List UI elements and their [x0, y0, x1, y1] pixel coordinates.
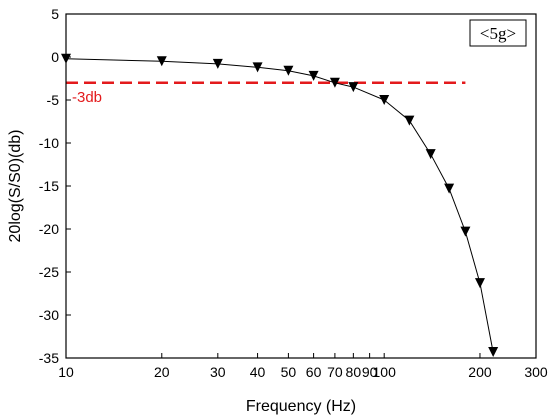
- x-axis-title: Frequency (Hz): [246, 398, 356, 415]
- data-point: [283, 65, 294, 76]
- data-point: [252, 62, 263, 73]
- x-tick-label: 40: [250, 364, 266, 380]
- y-tick-label: 0: [51, 49, 59, 65]
- x-tick-label: 80: [346, 364, 362, 380]
- data-point: [460, 226, 471, 237]
- data-point: [488, 346, 499, 357]
- data-point: [444, 183, 455, 194]
- chart-badge-box: [469, 19, 527, 47]
- x-tick-label: 10: [58, 364, 74, 380]
- y-tick-label: -5: [47, 92, 60, 108]
- data-point: [404, 115, 415, 126]
- y-tick-label: -35: [39, 350, 59, 366]
- data-point: [308, 70, 319, 81]
- x-tick-label: 90: [362, 364, 378, 380]
- y-tick-label: -30: [39, 307, 59, 323]
- x-tick-label: 50: [281, 364, 297, 380]
- y-tick-label: 5: [51, 6, 59, 22]
- data-point: [425, 149, 436, 160]
- chart-badge-text: <5g>: [480, 24, 516, 43]
- x-tick-label: 300: [524, 364, 548, 380]
- data-point: [348, 82, 359, 93]
- y-tick-label: -10: [39, 135, 59, 151]
- data-point: [212, 58, 223, 69]
- y-tick-label: -15: [39, 178, 59, 194]
- y-tick-label: -25: [39, 264, 59, 280]
- series-line: [65, 58, 494, 353]
- x-tick-label: 60: [306, 364, 322, 380]
- x-tick-label: 30: [210, 364, 226, 380]
- data-point: [329, 77, 340, 88]
- x-tick-label: 100: [373, 364, 397, 380]
- reference-line-label: -3db: [72, 89, 102, 106]
- data-point: [379, 95, 390, 105]
- plot-frame: [65, 13, 537, 359]
- chart-badge: <5g>: [469, 19, 527, 47]
- y-tick-label: -20: [39, 221, 59, 237]
- data-point: [156, 56, 167, 67]
- x-tick-label: 70: [327, 364, 343, 380]
- x-tick-label: 20: [154, 364, 170, 380]
- x-tick-label: 200: [468, 364, 492, 380]
- y-axis-title: 20log(S/S0)(db): [7, 130, 24, 243]
- data-point: [474, 278, 485, 289]
